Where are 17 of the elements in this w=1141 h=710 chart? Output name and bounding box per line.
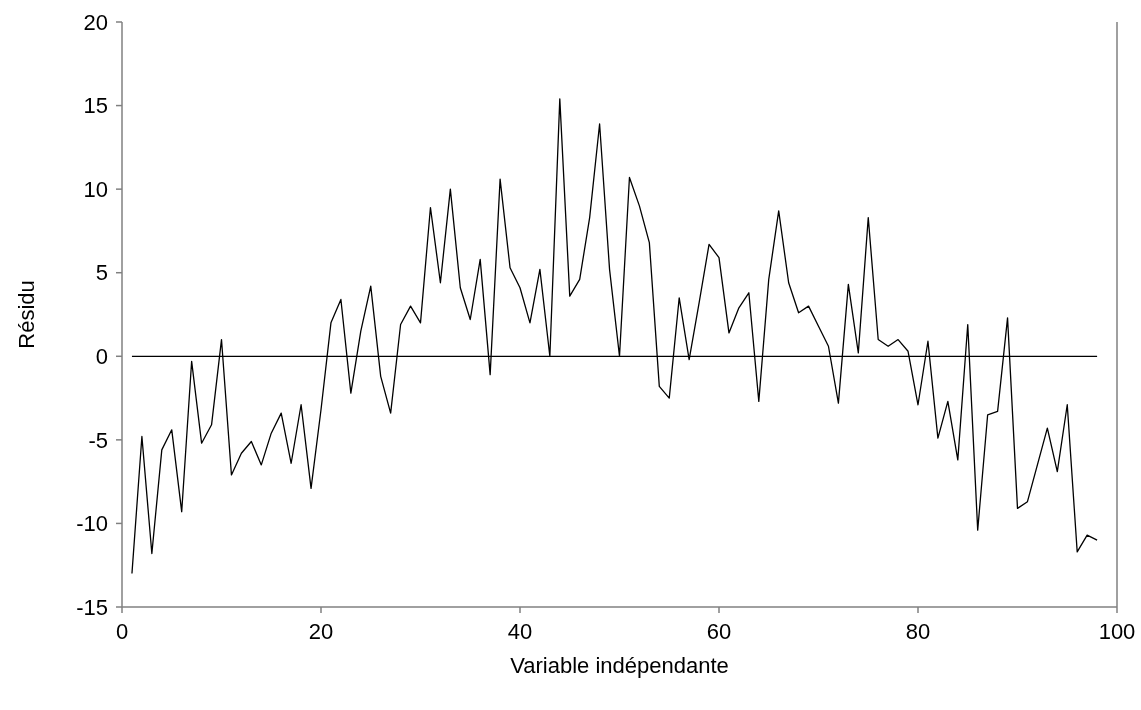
line-series [131,98,1098,575]
y-tick-label: 5 [95,260,108,286]
y-axis-title: Résidu [14,280,39,349]
x-axis-title: Variable indépendante [510,653,729,678]
y-tick-label: -15 [76,594,108,620]
y-tick-label: -10 [76,511,108,537]
y-tick-label: -5 [88,427,108,453]
x-tick-label: 0 [115,619,129,644]
x-tick-label: 20 [308,619,334,644]
x-tick-label: 80 [905,619,931,644]
y-tick-label: 20 [83,9,108,35]
x-tick-label: 100 [1098,619,1136,644]
y-tick-label: 10 [83,176,108,202]
x-tick-label: 40 [507,619,533,644]
y-tick-label: 15 [83,93,108,119]
y-tick-label: 0 [95,343,108,369]
x-tick-label: 60 [706,619,732,644]
